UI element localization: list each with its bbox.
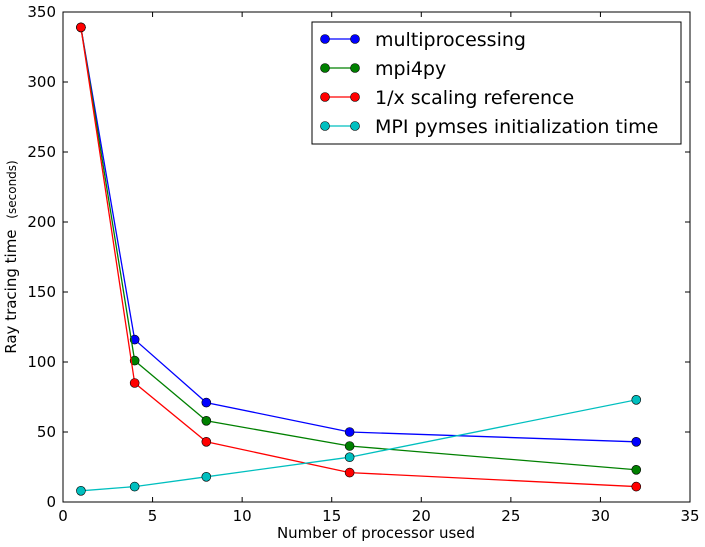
data-point (344, 427, 355, 437)
data-point (344, 441, 355, 451)
data-point (631, 481, 642, 492)
series-mpi-pymses-initialization-time (76, 394, 642, 496)
legend-marker (320, 63, 330, 73)
x-tick-label: 15 (322, 507, 341, 525)
legend-marker (350, 121, 360, 131)
legend-marker (350, 63, 360, 73)
x-tick-label: 5 (148, 507, 158, 525)
legend-box (311, 21, 682, 145)
legend-marker (320, 92, 330, 102)
x-tick-label: 20 (412, 507, 431, 525)
legend-item: mpi4py (320, 58, 446, 80)
data-point (344, 452, 355, 463)
series-1-x-scaling-reference (76, 22, 642, 492)
data-point (631, 436, 642, 447)
data-point (76, 22, 86, 33)
x-tick-label: 10 (233, 507, 252, 525)
legend-marker (320, 121, 330, 131)
y-tick-label: 300 (27, 73, 56, 91)
data-point (201, 415, 212, 426)
data-point (631, 464, 642, 475)
x-tick-label: 30 (591, 507, 610, 525)
x-tick-label: 35 (680, 507, 699, 525)
y-axis-label: Ray tracing time (seconds) (2, 160, 20, 353)
y-axis-label-unit: (seconds) (5, 160, 19, 218)
y-tick-label: 100 (27, 353, 56, 371)
legend: multiprocessing mpi4py 1/x scaling referen… (311, 21, 682, 145)
x-axis-label: Number of processor used (277, 524, 475, 542)
y-tick-label: 250 (27, 143, 56, 161)
y-tick-label: 0 (46, 493, 56, 511)
x-tick-label: 0 (58, 507, 68, 525)
data-point (631, 394, 642, 405)
legend-label: mpi4py (375, 58, 446, 80)
legend-marker (320, 34, 330, 44)
data-point (76, 485, 86, 496)
data-point (129, 481, 140, 492)
y-axis-label-text: Ray tracing time (2, 229, 20, 353)
y-tick-label: 150 (27, 283, 56, 301)
data-series (76, 22, 642, 496)
x-tick-label: 25 (501, 507, 520, 525)
data-point (201, 397, 212, 408)
y-tick-label: 50 (37, 423, 56, 441)
legend-item: MPI pymses initialization time (320, 116, 658, 138)
legend-label: MPI pymses initialization time (375, 116, 658, 138)
legend-label: 1/x scaling reference (375, 87, 574, 109)
data-point (201, 436, 212, 447)
legend-item: 1/x scaling reference (320, 87, 574, 109)
legend-label: multiprocessing (375, 29, 526, 51)
legend-marker (350, 34, 360, 44)
data-point (344, 467, 355, 478)
data-point (129, 355, 140, 366)
legend-marker (350, 92, 360, 102)
y-tick-label: 350 (27, 3, 56, 21)
y-tick-label: 200 (27, 213, 56, 231)
data-point (129, 378, 140, 388)
data-point (129, 334, 140, 345)
data-point (201, 471, 212, 482)
legend-item: multiprocessing (320, 29, 526, 51)
